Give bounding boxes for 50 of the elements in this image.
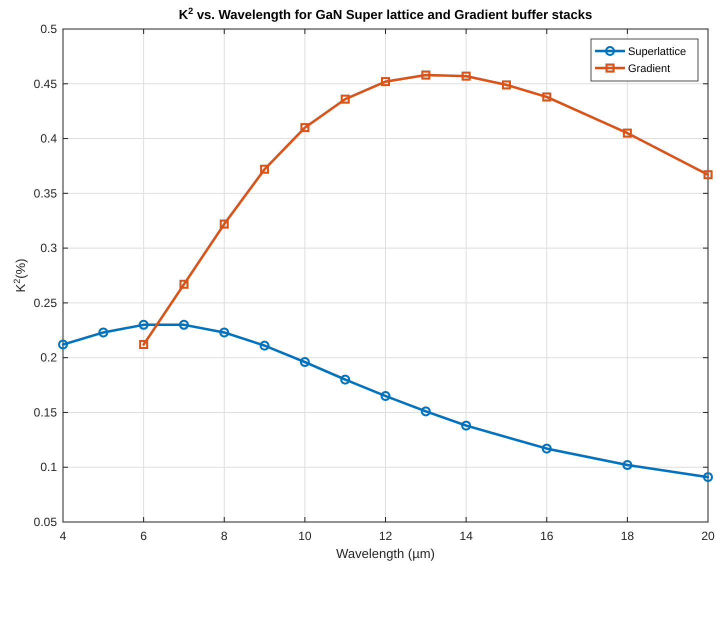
point: [542, 444, 552, 454]
point: [381, 77, 390, 86]
x-axis-title: Wavelength (µm): [336, 546, 435, 561]
point: [340, 94, 350, 104]
y-tick-label: 0.05: [34, 515, 58, 529]
point: [138, 320, 149, 330]
point: [380, 391, 390, 402]
x-tick-label: 4: [60, 529, 67, 543]
y-tick-label: 0.3: [40, 241, 58, 256]
legend-label: Superlattice: [628, 46, 686, 58]
y-tick-label: 0.45: [34, 76, 58, 91]
y-tick-label: 0.15: [34, 405, 58, 420]
y-tick-label: 0.4: [40, 132, 58, 146]
point: [139, 340, 148, 350]
point: [703, 472, 713, 482]
point: [179, 280, 188, 289]
x-tick-label: 8: [220, 529, 228, 543]
point: [178, 320, 189, 330]
point: [421, 70, 430, 80]
point: [704, 170, 712, 180]
point: [300, 357, 310, 368]
point: [219, 327, 230, 338]
point: [420, 406, 431, 416]
x-tick-label: 14: [459, 529, 474, 543]
y-tick-label: 0.5: [40, 22, 58, 36]
point: [622, 460, 632, 470]
point: [220, 220, 229, 229]
chart-title: K$^{2}$ vs. Wavelength for GaN Super lattice and Gradient buffer stacks: [178, 6, 592, 22]
y-tick-label: 0.35: [34, 186, 58, 200]
point: [462, 72, 471, 81]
legend-label: Gradient: [628, 63, 670, 75]
x-tick-label: 20: [701, 529, 715, 543]
x-tick-label: 18: [620, 529, 634, 543]
point: [340, 374, 350, 385]
point: [542, 92, 552, 102]
point: [260, 164, 270, 174]
y-tick-label: 0.2: [40, 350, 58, 365]
point: [502, 80, 511, 90]
point: [300, 123, 310, 132]
x-tick-label: 10: [298, 529, 312, 543]
y-tick-label: 0.1: [40, 460, 58, 474]
y-tick-label: 0.25: [34, 296, 58, 310]
x-tick-label: 16: [540, 529, 554, 543]
point: [461, 420, 472, 431]
x-tick-label: 6: [140, 529, 148, 543]
x-tick-label: 12: [378, 529, 392, 543]
point: [58, 340, 68, 350]
point: [622, 128, 632, 138]
point: [98, 327, 108, 338]
point: [260, 340, 270, 351]
